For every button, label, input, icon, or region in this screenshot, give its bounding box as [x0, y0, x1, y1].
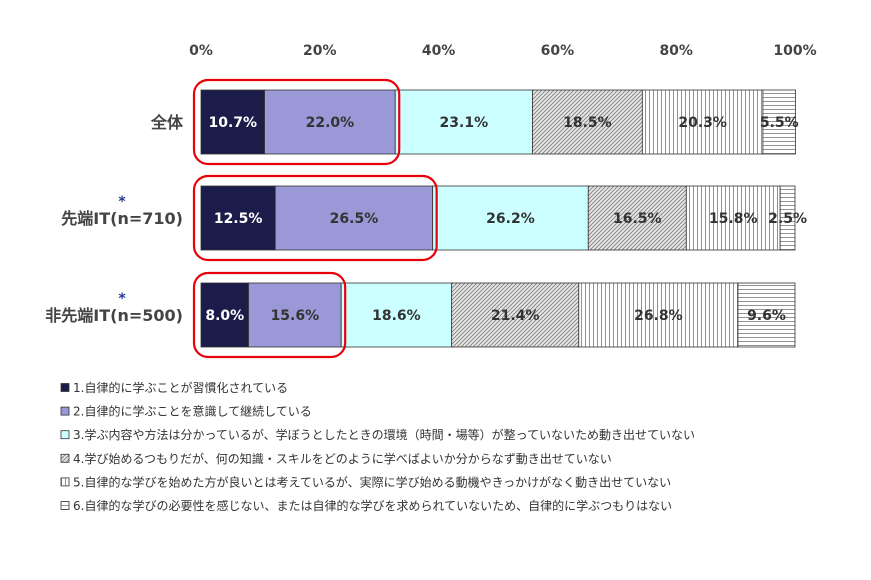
- data-label: 10.7%: [208, 115, 257, 131]
- legend-swatch: [60, 453, 70, 463]
- legend-swatch: [60, 406, 70, 416]
- data-label: 22.0%: [306, 115, 355, 131]
- bar-segment: [432, 185, 589, 251]
- highlight-boxes: [192, 78, 438, 359]
- legend-swatch: [60, 477, 70, 487]
- highlight-box: [192, 174, 438, 262]
- data-label: 18.5%: [563, 115, 612, 131]
- bar-segment: [264, 89, 396, 155]
- legend-label: 4.学び始めるつもりだが、何の知識・スキルをどのように学べばよいか分からなず動き…: [73, 451, 612, 466]
- x-tick-label: 40%: [422, 43, 456, 59]
- bar-segment: [762, 89, 796, 155]
- x-tick-label: 0%: [189, 43, 213, 59]
- legend-swatch: [60, 430, 70, 440]
- footnote-marker: *: [118, 291, 126, 307]
- data-label: 15.8%: [709, 211, 758, 227]
- data-label: 21.4%: [491, 308, 540, 324]
- bar-segment: [200, 282, 249, 348]
- bars: 10.7% 22.0% 23.1% 18.5% 20.3% 5.5% 12.5% 26.5% 2…: [200, 89, 807, 348]
- legend-swatch: [60, 383, 70, 392]
- x-axis-ticks: 0% 20% 40% 60% 80% 100%: [189, 43, 817, 59]
- bar-segment: [578, 282, 739, 348]
- bar-segment: [394, 89, 533, 155]
- x-tick-label: 60%: [541, 43, 575, 59]
- bar-segment: [200, 89, 265, 155]
- bar-segment: [532, 89, 643, 155]
- data-label: 8.0%: [205, 308, 244, 324]
- x-tick-label: 20%: [303, 43, 337, 59]
- bar-segment: [641, 89, 764, 155]
- bar-segment: [587, 185, 687, 251]
- data-label: 20.3%: [678, 115, 727, 131]
- data-label: 18.6%: [372, 308, 421, 324]
- data-label: 26.5%: [330, 211, 379, 227]
- legend-label: 6.自律的な学びの必要性を感じない、または自律的な学びを求められていないため、自…: [73, 498, 672, 513]
- bar-segment: [737, 282, 796, 348]
- bar-segment: [248, 282, 342, 348]
- bar-segment: [274, 185, 434, 251]
- data-label: 12.5%: [214, 211, 263, 227]
- legend: 1.自律的に学ぶことが習慣化されている 2.自律的に学ぶことを意識して継続している…: [60, 380, 695, 513]
- highlight-box: [192, 78, 401, 166]
- category-label: 先端IT(n=710): [61, 209, 183, 228]
- highlight-box: [192, 271, 347, 359]
- data-label: 26.8%: [634, 308, 683, 324]
- data-label: 9.6%: [747, 308, 786, 324]
- x-tick-label: 100%: [773, 43, 816, 59]
- data-label: 23.1%: [440, 115, 489, 131]
- data-label: 26.2%: [486, 211, 535, 227]
- bar-segment: [200, 185, 276, 251]
- legend-label: 3.学ぶ内容や方法は分かっているが、学ぼうとしたときの環境（時間・場等）が整って…: [73, 427, 695, 442]
- legend-label: 1.自律的に学ぶことが習慣化されている: [73, 380, 288, 395]
- legend-swatch: [60, 501, 70, 510]
- data-label: 16.5%: [613, 211, 662, 227]
- category-label: 全体: [150, 113, 184, 132]
- bar-segment: [451, 282, 580, 348]
- data-label: 5.5%: [760, 115, 799, 131]
- bar-segment: [779, 185, 796, 251]
- legend-label: 5.自律的な学びを始めた方が良いとは考えているが、実際に学び始める動機やきっかけ…: [73, 474, 671, 489]
- category-label: 非先端IT(n=500): [45, 306, 183, 325]
- data-label: 2.5%: [768, 211, 807, 227]
- data-label: 15.6%: [271, 308, 320, 324]
- footnote-marker: *: [118, 194, 126, 210]
- bar-segment: [340, 282, 453, 348]
- legend-label: 2.自律的に学ぶことを意識して継続している: [73, 404, 312, 419]
- x-tick-label: 80%: [659, 43, 693, 59]
